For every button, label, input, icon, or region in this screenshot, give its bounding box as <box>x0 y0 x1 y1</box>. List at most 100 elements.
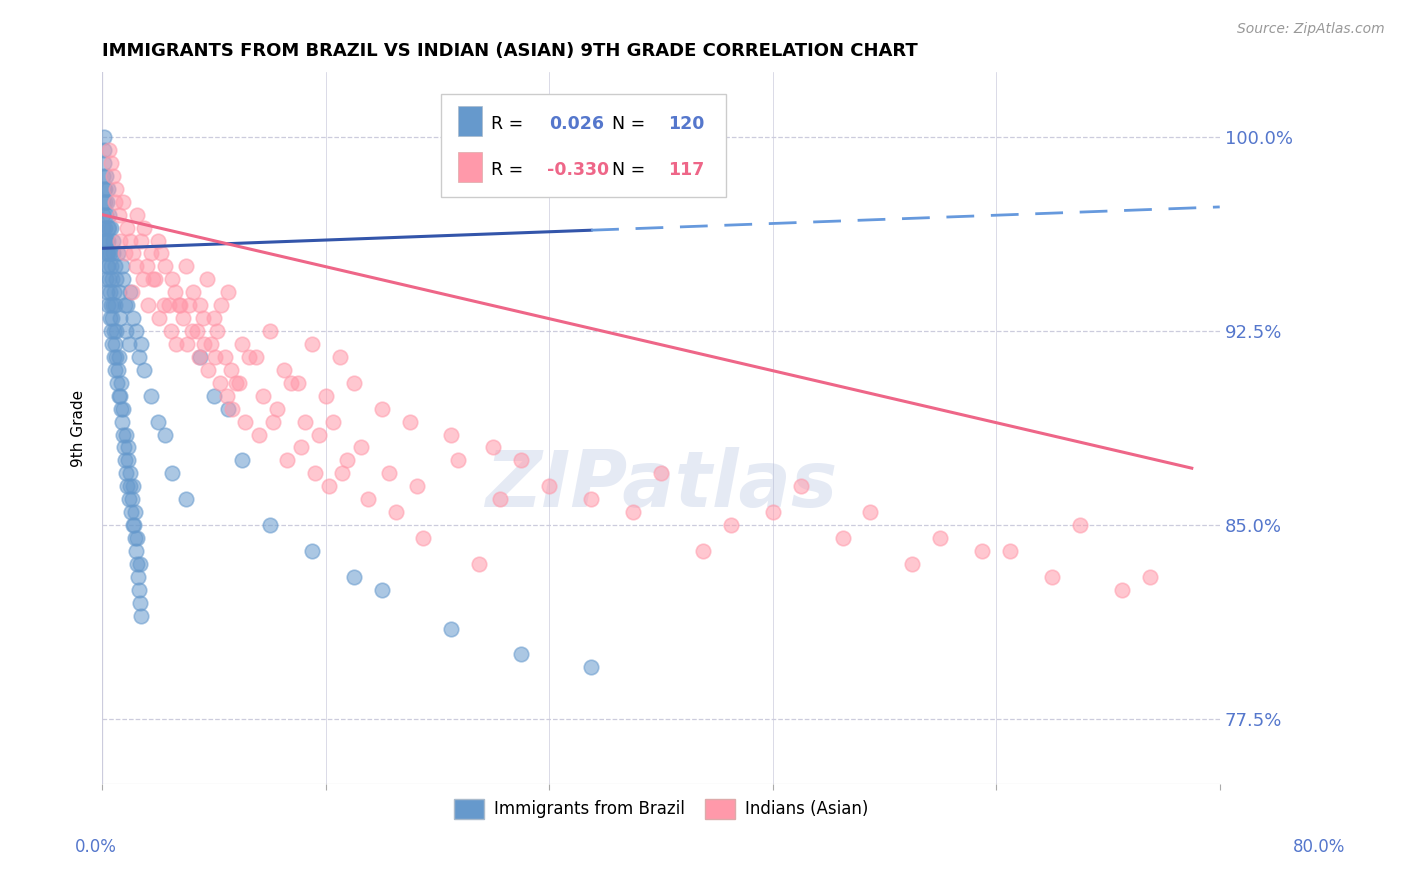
Point <box>111 427 134 442</box>
Point <box>115 324 138 338</box>
Point <box>125 324 148 338</box>
Point <box>122 479 145 493</box>
Point <box>159 324 181 338</box>
Point <box>972 544 994 558</box>
Point <box>276 453 298 467</box>
Point <box>370 401 392 416</box>
Point <box>273 363 295 377</box>
Text: 117: 117 <box>668 161 704 179</box>
Point <box>97 182 120 196</box>
Point <box>160 467 183 481</box>
Point <box>176 337 198 351</box>
Point <box>148 311 170 326</box>
Point <box>202 389 225 403</box>
Point <box>97 234 120 248</box>
Point <box>322 415 344 429</box>
Point <box>124 531 146 545</box>
Point <box>124 505 146 519</box>
Point <box>174 492 197 507</box>
Point <box>110 234 132 248</box>
Point <box>139 246 162 260</box>
Point <box>108 389 131 403</box>
Point <box>117 441 139 455</box>
Point <box>315 389 337 403</box>
Point <box>114 453 136 467</box>
Point <box>135 260 157 274</box>
Point <box>134 220 156 235</box>
Point <box>98 272 121 286</box>
Point <box>343 376 366 390</box>
Point <box>440 427 463 442</box>
Point <box>308 427 330 442</box>
Point <box>139 389 162 403</box>
Point <box>104 324 127 338</box>
Point <box>579 492 602 507</box>
Point <box>621 505 644 519</box>
Text: 0.0%: 0.0% <box>75 838 117 855</box>
Point <box>219 363 242 377</box>
Point <box>384 505 406 519</box>
Text: 0.026: 0.026 <box>550 115 605 133</box>
Point <box>94 169 117 183</box>
Point <box>165 337 187 351</box>
Point <box>131 234 153 248</box>
Point <box>356 492 378 507</box>
Point <box>105 350 128 364</box>
Point <box>122 246 145 260</box>
Point <box>96 234 118 248</box>
Point <box>332 467 354 481</box>
Text: R =: R = <box>491 161 529 179</box>
Point <box>172 311 194 326</box>
Point <box>118 467 141 481</box>
Point <box>1139 570 1161 584</box>
Point <box>94 220 117 235</box>
Point <box>104 194 127 209</box>
Point <box>103 169 125 183</box>
Point <box>108 208 131 222</box>
Point <box>98 143 121 157</box>
Point <box>125 260 148 274</box>
Point <box>209 298 232 312</box>
Point <box>163 285 186 300</box>
Point <box>398 415 420 429</box>
Point <box>105 272 128 286</box>
Point <box>100 324 122 338</box>
Point <box>108 285 131 300</box>
Point <box>177 298 200 312</box>
Point <box>197 363 219 377</box>
Point <box>100 298 122 312</box>
Point <box>120 479 142 493</box>
Point <box>193 337 215 351</box>
Point <box>132 272 155 286</box>
Point <box>482 441 505 455</box>
Text: N =: N = <box>612 161 651 179</box>
Text: 80.0%: 80.0% <box>1292 838 1346 855</box>
Point <box>117 220 139 235</box>
Point <box>202 311 225 326</box>
Point <box>104 298 127 312</box>
Point <box>104 363 127 377</box>
Point <box>91 169 114 183</box>
Bar <box>457 152 482 182</box>
Point <box>901 557 924 571</box>
Point <box>100 220 122 235</box>
Point <box>149 246 172 260</box>
Point <box>93 156 115 170</box>
Point <box>97 208 120 222</box>
Point <box>215 389 238 403</box>
Point <box>110 311 132 326</box>
Point <box>214 350 236 364</box>
Point <box>129 596 152 610</box>
Point <box>96 194 118 209</box>
Point <box>118 492 141 507</box>
Point <box>129 608 152 623</box>
Point <box>110 376 132 390</box>
Point <box>204 350 226 364</box>
Point <box>94 208 117 222</box>
Point <box>98 285 121 300</box>
Point <box>93 234 115 248</box>
Point <box>91 220 114 235</box>
Point <box>169 298 191 312</box>
Bar <box>457 106 482 136</box>
Point <box>191 311 214 326</box>
